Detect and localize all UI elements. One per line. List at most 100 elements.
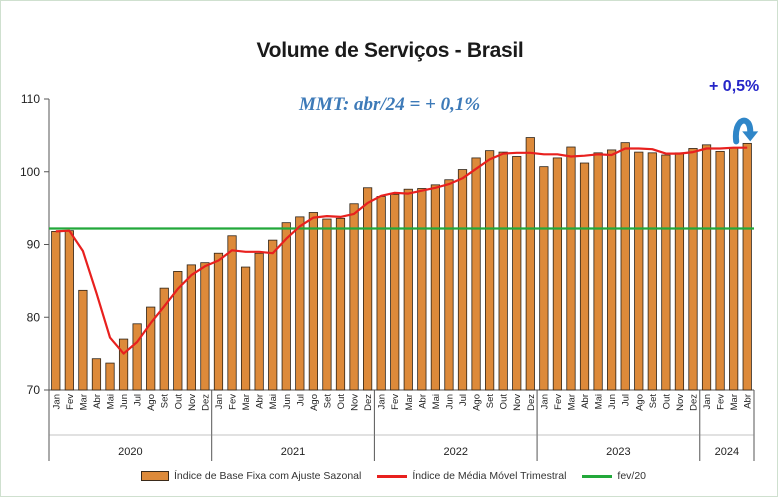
bar (444, 179, 454, 391)
x-tick-label: Abr (580, 394, 591, 409)
legend-item-mmt: Índice de Média Móvel Trimestral (377, 470, 566, 482)
bar (295, 216, 305, 391)
bar (335, 217, 346, 391)
bar (322, 218, 332, 391)
bar (457, 169, 468, 391)
x-tick-label: Dez (526, 394, 537, 411)
bar (512, 156, 522, 391)
bar (674, 152, 685, 391)
bar (227, 235, 237, 391)
x-tick-label: Jun (445, 394, 456, 409)
bar (146, 306, 156, 391)
x-tick-label: Set (485, 394, 496, 409)
bar (579, 162, 590, 391)
x-tick-label: Mai (268, 394, 279, 409)
bar (566, 146, 576, 391)
x-tick-label: Jul (458, 394, 469, 406)
x-tick-label: Nov (675, 394, 686, 411)
bar (485, 150, 495, 391)
bar (525, 137, 535, 391)
bar (471, 157, 481, 391)
y-tick-label: 80 (27, 310, 41, 324)
bar (132, 323, 142, 391)
x-tick-label: Jun (282, 394, 293, 409)
x-tick-label: Dez (363, 394, 374, 411)
bar (417, 188, 427, 391)
x-tick-label: Mar (404, 394, 415, 410)
legend-label-mmt: Índice de Média Móvel Trimestral (412, 470, 567, 482)
chart-title: Volume de Serviços - Brasil (256, 39, 524, 62)
legend-label-ref: fev/20 (617, 470, 647, 482)
x-tick-label: Abr (92, 394, 103, 409)
x-tick-label: Fev (65, 394, 76, 410)
x-tick-label: Out (499, 394, 510, 410)
year-label: 2023 (606, 446, 630, 458)
x-tick-label: Set (160, 394, 171, 409)
x-tick-label: Ago (634, 394, 645, 411)
y-tick-label: 70 (27, 383, 41, 397)
x-tick-label: Mar (567, 394, 578, 410)
bar (159, 287, 169, 391)
year-label: 2022 (443, 446, 467, 458)
bar (403, 188, 413, 391)
x-tick-label: Abr (255, 394, 266, 409)
x-tick-label: Set (322, 394, 333, 409)
bar (118, 338, 129, 391)
bar (539, 166, 549, 391)
legend-swatch-mmt (377, 474, 408, 478)
bar (715, 150, 725, 391)
bar (91, 358, 102, 391)
moving-average-line (55, 146, 748, 355)
x-tick-label: Ago (309, 394, 320, 411)
x-tick-label: Mar (241, 394, 252, 410)
bar (742, 142, 752, 391)
x-tick-label: Nov (512, 394, 523, 411)
x-tick-label: Set (648, 394, 659, 409)
delta-annotation: + 0,5% (709, 78, 760, 95)
x-tick-label: Out (173, 394, 184, 410)
bar (268, 239, 278, 391)
x-tick-label: Mai (594, 394, 605, 409)
bar (593, 152, 603, 391)
bar (105, 362, 115, 391)
x-tick-label: Jan (214, 394, 225, 409)
x-tick-label: Mai (431, 394, 442, 409)
bar (254, 252, 264, 391)
bar (349, 203, 359, 391)
x-tick-label: Jan (539, 394, 550, 409)
legend-swatch-bars (141, 471, 169, 481)
bar (64, 230, 74, 391)
legend: Índice de Base Fixa com Ajuste Sazonal Í… (141, 467, 661, 485)
x-tick-label: Jun (607, 394, 618, 409)
x-tick-label: Mai (106, 394, 117, 409)
x-tick-label: Jul (295, 394, 306, 406)
x-tick-label: Ago (146, 394, 157, 411)
bar (390, 193, 400, 391)
x-tick-label: Fev (390, 394, 401, 410)
bar (661, 154, 671, 391)
mmt-annotation: MMT: abr/24 = + 0,1% (299, 94, 481, 115)
bar (186, 264, 196, 391)
bar (552, 157, 563, 391)
arrow-icon (733, 117, 754, 145)
x-tick-label: Fev (716, 394, 727, 410)
x-tick-label: Ago (472, 394, 483, 411)
bar (173, 271, 183, 391)
legend-label-bars: Índice de Base Fixa com Ajuste Sazonal (174, 470, 362, 482)
x-tick-label: Jan (51, 394, 62, 409)
x-tick-label: Out (336, 394, 347, 410)
x-tick-label: Jul (133, 394, 144, 406)
bar (620, 142, 630, 391)
bar (78, 289, 88, 391)
bar (498, 151, 508, 391)
y-tick-label: 100 (20, 165, 40, 179)
bar (688, 148, 698, 391)
x-tick-label: Dez (689, 394, 700, 411)
bar (729, 147, 739, 391)
bar (308, 212, 318, 391)
bar (213, 252, 224, 391)
y-tick-label: 110 (21, 92, 40, 106)
bar (647, 152, 657, 391)
bar (607, 149, 617, 391)
